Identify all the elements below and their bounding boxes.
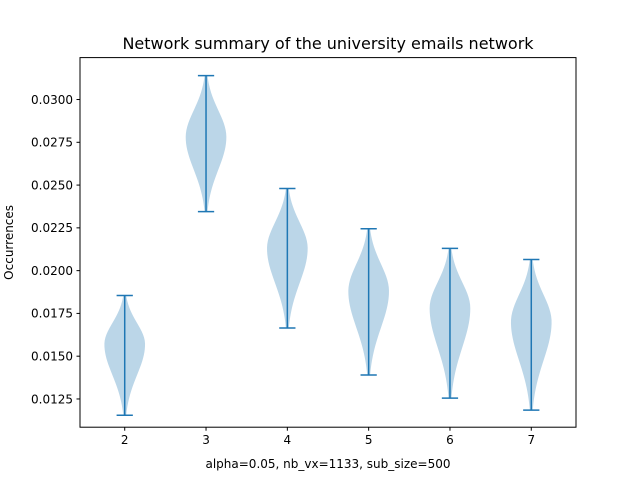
x-tick-label: 7	[527, 433, 535, 447]
y-tick-label: 0.0250	[31, 178, 73, 192]
y-tick-label: 0.0200	[31, 264, 73, 278]
x-tick-label: 2	[121, 433, 129, 447]
y-tick-label: 0.0125	[31, 392, 73, 406]
y-axis-label: Occurrences	[2, 205, 16, 280]
plot-frame	[79, 57, 577, 428]
y-tick-label: 0.0175	[31, 307, 73, 321]
x-tick-label: 5	[365, 433, 373, 447]
x-axis-ticks: 2 3 4 5 6 7	[121, 427, 535, 447]
x-tick-label: 6	[446, 433, 454, 447]
x-tick-label: 4	[284, 433, 292, 447]
x-axis-label: alpha=0.05, nb_vx=1133, sub_size=500	[205, 457, 450, 471]
y-tick-label: 0.0300	[31, 93, 73, 107]
y-axis-ticks: 0.0125 0.0150 0.0175 0.0200 0.0225 0.0250 0.02…	[31, 93, 80, 406]
x-tick-label: 3	[202, 433, 210, 447]
y-tick-label: 0.0150	[31, 349, 73, 363]
y-tick-label: 0.0225	[31, 221, 73, 235]
violin-group	[104, 74, 552, 416]
chart-title: Network summary of the university emails…	[122, 34, 534, 53]
y-tick-label: 0.0275	[31, 136, 73, 150]
